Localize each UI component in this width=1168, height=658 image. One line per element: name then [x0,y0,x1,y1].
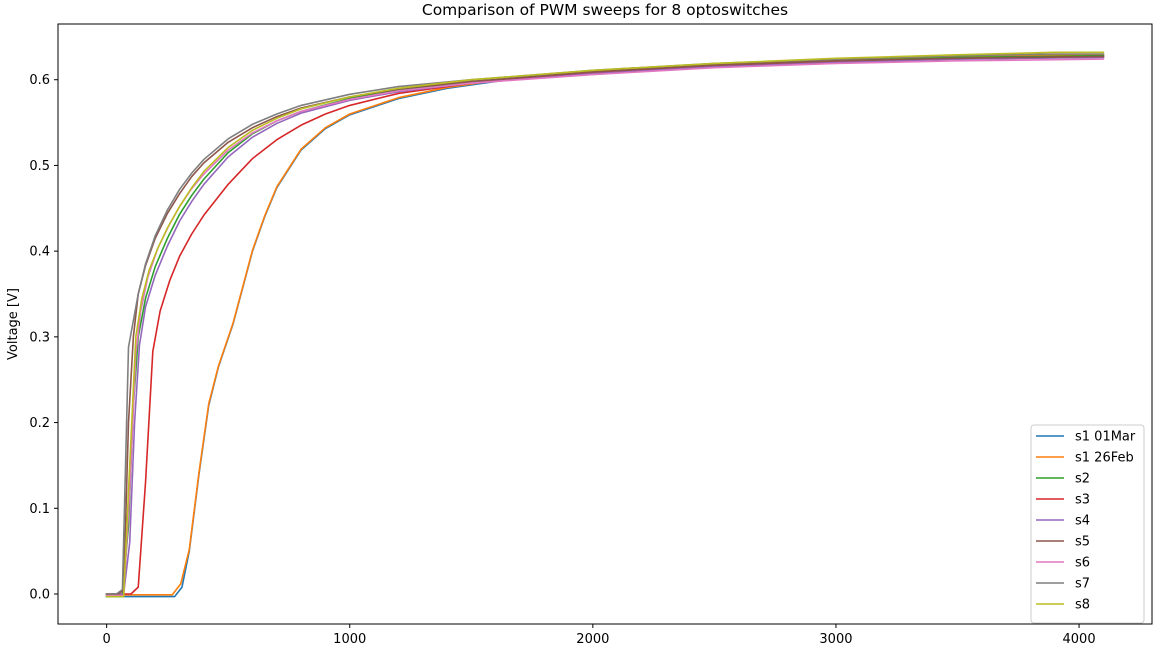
y-tick-label: 0.5 [29,159,50,174]
series-line-4 [105,55,1105,595]
series-layer [105,51,1105,598]
x-tick-label: 1000 [333,632,366,647]
y-tick-label: 0.6 [29,73,50,88]
y-tick-label: 0.1 [29,502,50,517]
legend: s1 01Mar s1 26Feb s2 s3 s4 s5 s6 s7 s8 [1030,424,1145,624]
legend-label: s2 [1075,472,1090,487]
y-axis-label: Voltage [V] [6,288,21,360]
legend-label: s7 [1075,577,1090,592]
axes-layer: 0 1000 2000 3000 4000 0.0 0.1 0.2 0.3 0.4 0.5 0.6 [29,23,1153,647]
series-line-9 [105,51,1105,598]
legend-label: s3 [1075,493,1090,508]
series-line-3 [105,54,1105,598]
x-tick-label: 3000 [819,632,852,647]
series-line-1 [105,54,1105,598]
x-tick-label: 4000 [1063,632,1096,647]
y-tick-label: 0.0 [29,588,50,603]
legend-label: s5 [1075,535,1090,550]
series-line-6 [105,55,1105,595]
x-tick-label: 2000 [576,632,609,647]
legend-label: s4 [1075,514,1090,529]
series-line-5 [105,56,1105,595]
chart-title: Comparison of PWM sweeps for 8 optoswitc… [422,1,788,19]
legend-label: s1 01Mar [1075,430,1136,445]
y-tick-label: 0.2 [29,416,50,431]
legend-label: s1 26Feb [1075,451,1134,466]
series-line-7 [105,58,1105,597]
legend-label: s6 [1075,556,1090,571]
legend-box [1030,424,1145,624]
series-line-2 [105,54,1105,596]
y-tick-label: 0.3 [29,330,50,345]
legend-label: s8 [1075,598,1090,613]
plot-frame [57,23,1153,625]
y-tick-label: 0.4 [29,245,50,260]
x-tick-label: 0 [102,632,110,647]
